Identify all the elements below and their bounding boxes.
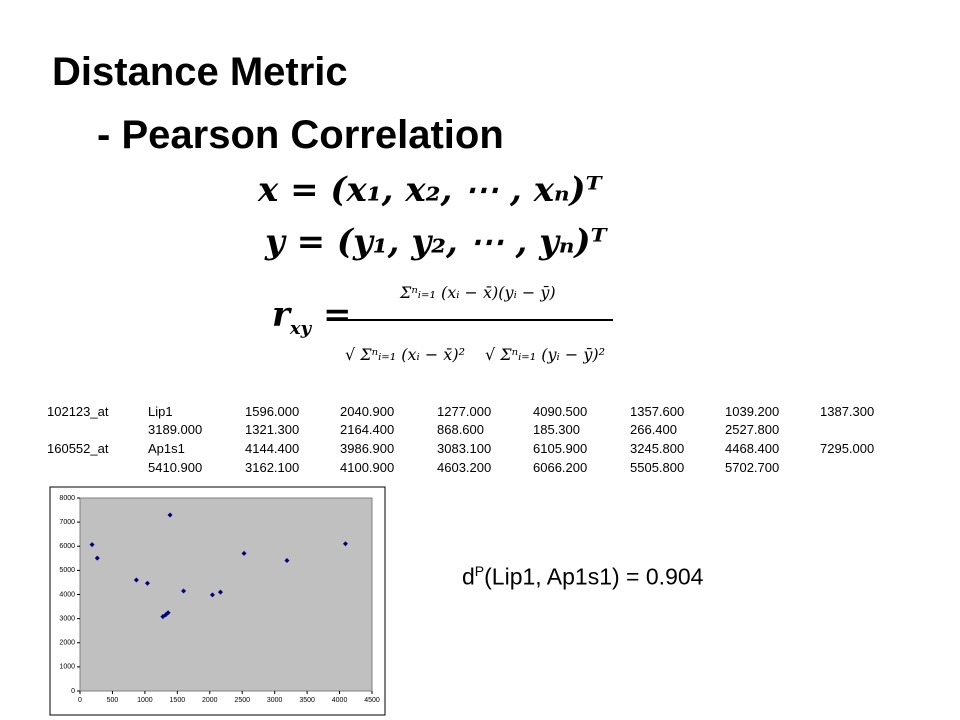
x-tick-label: 0	[78, 697, 82, 704]
table-cell: 4603.200	[437, 460, 492, 475]
table-cell: 160552_at	[47, 441, 109, 456]
point	[342, 541, 348, 547]
point	[284, 557, 290, 563]
title: Distance Metric	[52, 50, 348, 94]
table-cell: 3986.900	[340, 441, 395, 456]
denominator-y: √ Σⁿᵢ₌₁ (yᵢ − ȳ)²	[485, 345, 606, 364]
x-tick-label: 3000	[267, 697, 283, 704]
y-tick-label: 6000	[59, 543, 75, 550]
table-cell: 1357.600	[630, 404, 685, 419]
subtitle: - Pearson Correlation	[97, 113, 504, 158]
table-cell: 6066.200	[533, 460, 588, 475]
table-cell: 2527.800	[725, 422, 780, 437]
subtitle-text: Pearson Correlation	[121, 113, 504, 157]
table-cell: 2040.900	[340, 404, 395, 419]
table-cell: 5410.900	[148, 460, 203, 475]
table-cell: 1387.300	[820, 404, 875, 419]
formula-x: x = (x₁, x₂, ⋯ , xₙ)ᵀ	[258, 170, 602, 210]
formula-y: y = (y₁, y₂, ⋯ , yₙ)ᵀ	[265, 222, 607, 262]
y-tick-label: 2000	[59, 640, 75, 647]
point	[209, 592, 215, 598]
denominator-x: √ Σⁿᵢ₌₁ (xᵢ − x̄)²	[345, 345, 465, 364]
numerator: Σⁿᵢ₌₁ (xᵢ − x̄)(yᵢ − ȳ)	[400, 283, 556, 302]
table-cell: 3083.100	[437, 441, 492, 456]
table-cell: 1277.000	[437, 404, 492, 419]
table-cell: 6105.900	[533, 441, 588, 456]
result-text: (Lip1, Ap1s1) = 0.904	[484, 563, 704, 590]
table-cell: 1321.300	[245, 422, 300, 437]
table-cell: 2164.400	[340, 422, 395, 437]
point	[217, 589, 223, 595]
y-tick-label: 7000	[59, 519, 75, 526]
table-cell: 102123_at	[47, 404, 109, 419]
table-cell: Lip1	[148, 404, 173, 419]
point	[133, 577, 139, 583]
r-sub: xy	[289, 317, 312, 339]
point	[94, 555, 100, 561]
y-tick-label: 5000	[59, 567, 75, 574]
table-cell: 3189.000	[148, 422, 203, 437]
result-d: d	[462, 563, 475, 590]
point	[241, 550, 247, 556]
y-tick-label: 0	[71, 688, 75, 695]
x-tick-label: 2500	[234, 697, 250, 704]
y-tick-label: 1000	[59, 664, 75, 671]
y-tick-label: 8000	[59, 495, 75, 502]
r-symbol: rxy =	[272, 295, 351, 339]
table-cell: 4100.900	[340, 460, 395, 475]
result: dP(Lip1, Ap1s1) = 0.904	[462, 563, 703, 591]
table-cell: 5702.700	[725, 460, 780, 475]
table-cell: 4468.400	[725, 441, 780, 456]
table-cell: 4090.500	[533, 404, 588, 419]
r: r	[272, 295, 290, 335]
x-tick-label: 2000	[202, 697, 218, 704]
table-cell: 5505.800	[630, 460, 685, 475]
x-tick-label: 500	[107, 697, 119, 704]
plot-area	[79, 497, 373, 692]
x-tick-label: 3500	[299, 697, 315, 704]
table-cell: 1596.000	[245, 404, 300, 419]
table-cell: 868.600	[437, 422, 484, 437]
result-sup: P	[474, 563, 485, 579]
y-tick-label: 4000	[59, 591, 75, 598]
x-tick-label: 1500	[170, 697, 186, 704]
fraction-line	[345, 319, 613, 321]
table-cell: 7295.000	[820, 441, 875, 456]
table-cell: 4144.400	[245, 441, 300, 456]
point	[144, 580, 150, 586]
point	[167, 512, 173, 518]
table-cell: 3162.100	[245, 460, 300, 475]
point	[89, 542, 95, 548]
y-tick-label: 3000	[59, 615, 75, 622]
point	[181, 588, 187, 594]
table-cell: 1039.200	[725, 404, 780, 419]
x-tick-label: 4000	[332, 697, 348, 704]
x-tick-label: 1000	[137, 697, 153, 704]
table-cell: Ap1s1	[148, 441, 185, 456]
table-cell: 3245.800	[630, 441, 685, 456]
equals: =	[322, 295, 352, 335]
x-tick-label: 4500	[364, 697, 380, 704]
table-cell: 185.300	[533, 422, 580, 437]
dash: -	[97, 113, 111, 157]
point	[163, 612, 169, 618]
table-cell: 266.400	[630, 422, 677, 437]
